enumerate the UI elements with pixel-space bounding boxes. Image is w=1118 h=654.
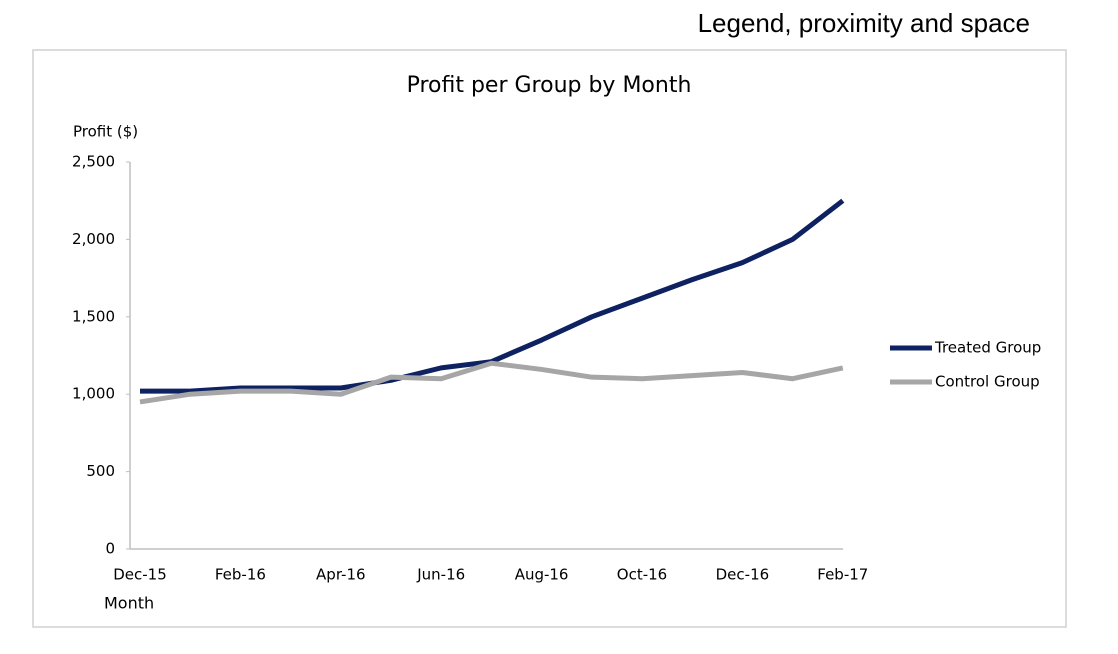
y-tick-label: 2,000: [72, 230, 115, 248]
y-axis-label: Profit ($): [73, 123, 138, 141]
chart-title: Profit per Group by Month: [407, 73, 692, 98]
x-tick-label: Dec-16: [716, 566, 770, 584]
x-tick-label: Apr-16: [316, 566, 366, 584]
x-tick-label: Dec-15: [113, 566, 167, 584]
y-tick-label: 1,000: [72, 385, 115, 403]
legend-label: Treated Group: [934, 339, 1041, 357]
y-tick-label: 1,500: [72, 307, 115, 325]
y-tick-label: 2,500: [72, 153, 115, 171]
x-tick-label: Feb-17: [817, 566, 868, 584]
x-tick-label: Feb-16: [215, 566, 266, 584]
series-line: [139, 360, 844, 405]
legend-label: Control Group: [935, 373, 1040, 391]
page-heading: Legend, proximity and space: [698, 8, 1030, 38]
y-tick-label: 0: [105, 540, 115, 558]
y-tick-label: 500: [86, 462, 115, 480]
x-axis-label: Month: [104, 594, 154, 613]
x-tick-label: Aug-16: [515, 566, 569, 584]
x-tick-label: Oct-16: [617, 566, 667, 584]
x-tick-label: Jun-16: [416, 566, 465, 584]
